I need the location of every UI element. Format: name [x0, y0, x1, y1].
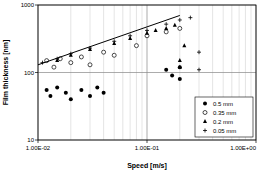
data-point — [164, 26, 168, 30]
y-tick-label: 1000 — [21, 2, 35, 8]
legend-label: 0.35 mm — [213, 110, 236, 116]
data-point — [164, 30, 168, 34]
tick — [35, 140, 38, 141]
data-point — [178, 18, 182, 22]
legend-label: 0.5 mm — [213, 101, 233, 107]
y-tick-label: 10 — [27, 137, 34, 143]
grid-line — [38, 72, 256, 73]
y-axis-label: Film thickness [nm] — [2, 40, 10, 106]
data-point — [178, 26, 182, 30]
data-point — [64, 91, 68, 95]
legend-marker — [203, 119, 207, 123]
x-tick-label: 1.00E+00 — [230, 145, 257, 151]
x-tick-label: 1.00E-01 — [135, 145, 160, 151]
background — [0, 0, 262, 172]
data-point — [112, 53, 116, 57]
data-point — [154, 28, 158, 32]
data-point — [178, 58, 182, 62]
data-point — [145, 28, 149, 32]
data-point — [112, 39, 116, 43]
data-point — [170, 74, 174, 78]
data-point — [173, 23, 177, 27]
data-point — [88, 63, 92, 67]
data-point — [52, 65, 56, 69]
data-point — [102, 91, 106, 95]
data-point — [178, 65, 182, 69]
data-point — [178, 65, 182, 69]
data-point — [79, 88, 83, 92]
y-tick-label: 100 — [24, 70, 35, 76]
data-point — [197, 50, 201, 54]
data-point — [188, 16, 192, 20]
legend-marker — [203, 111, 207, 115]
data-point — [69, 97, 73, 101]
data-point — [69, 61, 73, 65]
data-point — [95, 85, 99, 89]
data-point — [88, 94, 92, 98]
data-point — [134, 44, 138, 48]
x-axis-label: Speed [m/s] — [127, 162, 167, 170]
grid — [38, 5, 256, 140]
legend-box — [195, 97, 253, 137]
data-point — [128, 34, 132, 38]
legend-marker — [203, 102, 207, 106]
fit-line — [38, 15, 180, 64]
data-point — [79, 55, 83, 59]
legend: 0.5 mm 0.35 mm 0.2 mm 0.05 mm — [195, 97, 253, 137]
data-point — [164, 68, 168, 72]
tick — [256, 140, 257, 143]
data-point — [45, 88, 49, 92]
data-point — [102, 50, 106, 54]
x-tick-label: 1.00E-02 — [26, 145, 51, 151]
tick — [147, 140, 148, 143]
legend-marker — [203, 129, 207, 133]
data-point — [178, 77, 182, 81]
tick — [35, 5, 38, 6]
legend-label: 0.2 mm — [213, 119, 233, 125]
data-point — [182, 43, 186, 47]
data-point — [48, 94, 52, 98]
data-point — [55, 85, 59, 89]
legend-label: 0.05 mm — [213, 128, 236, 134]
tick — [35, 72, 38, 73]
data-point — [164, 22, 168, 26]
data-point — [197, 68, 201, 72]
tick — [38, 140, 39, 143]
chart: 1.00E-02 1.00E-01 1.00E+00 10 100 1000 Speed [… — [0, 0, 262, 172]
plot-frame — [38, 5, 256, 140]
plot-area — [38, 15, 201, 101]
